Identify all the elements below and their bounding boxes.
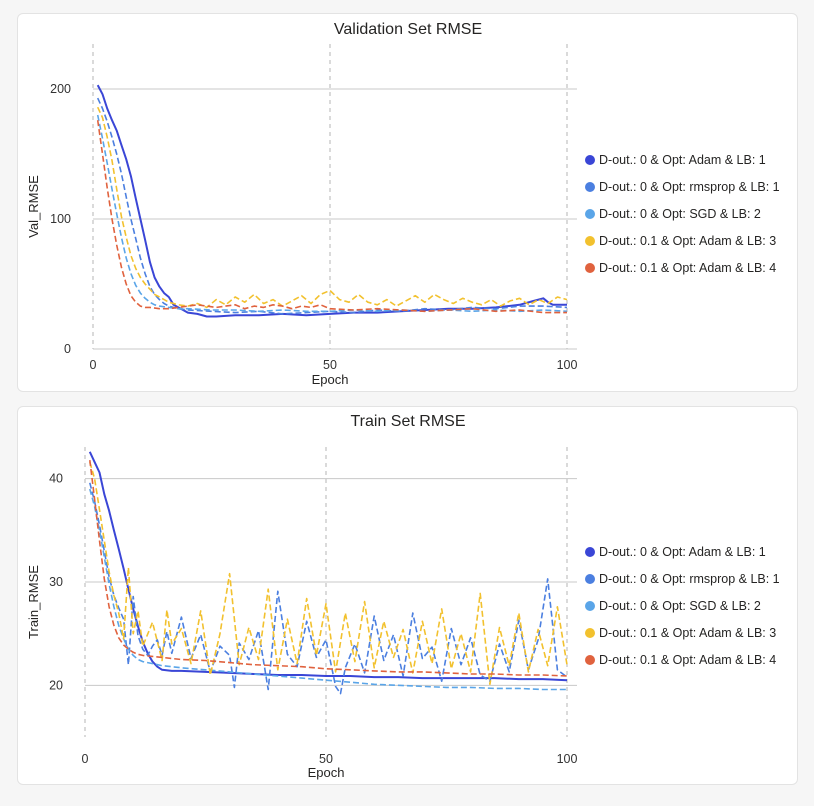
series-line-5: [96, 120, 567, 314]
legend-entry: D-out.: 0 & Opt: Adam & LB: 1: [599, 153, 766, 167]
y-tick-label: 0: [64, 342, 71, 356]
validation-rmse-chart: Validation Set RMSE 0 100 200 0 50 100 Epoch Val…: [26, 21, 780, 387]
legend-marker: [585, 155, 595, 165]
legend-entry: D-out.: 0.1 & Opt: Adam & LB: 3: [599, 234, 776, 248]
series-line-4: [89, 461, 568, 686]
legend-marker: [585, 655, 595, 665]
y-tick-label: 40: [49, 472, 63, 486]
legend-marker: [585, 574, 595, 584]
y-tick-label: 20: [49, 678, 63, 692]
train-rmse-chart: Train Set RMSE 20 30 40 0 50 100 Epoch Train_RMS…: [26, 413, 780, 780]
chart-title: Validation Set RMSE: [334, 21, 482, 38]
x-tick-label: 0: [90, 358, 97, 372]
legend-marker: [585, 236, 595, 246]
legend-entry: D-out.: 0 & Opt: rmsprop & LB: 1: [599, 180, 780, 194]
x-tick-label: 0: [82, 752, 89, 766]
legend-entry: D-out.: 0 & Opt: rmsprop & LB: 1: [599, 572, 780, 586]
x-tick-label: 100: [557, 752, 578, 766]
x-axis-label: Epoch: [312, 372, 349, 387]
y-tick-label: 100: [50, 212, 71, 226]
series-line-3: [89, 488, 567, 691]
legend-marker: [585, 182, 595, 192]
series-line-2: [89, 482, 568, 695]
series-line-2: [96, 97, 568, 315]
legend-entry: D-out.: 0 & Opt: Adam & LB: 1: [599, 545, 766, 559]
series-line-5: [89, 460, 568, 677]
legend-entry: D-out.: 0.1 & Opt: Adam & LB: 4: [599, 261, 776, 275]
train-chart-card: Train Set RMSE 20 30 40 0 50 100 Epoch Train_RMS…: [17, 406, 798, 785]
y-axis-label: Val_RMSE: [26, 175, 41, 238]
x-axis-label: Epoch: [308, 765, 345, 780]
legend-marker: [585, 209, 595, 219]
legend-marker: [585, 601, 595, 611]
legend-marker: [585, 547, 595, 557]
series-line-1: [88, 451, 568, 682]
series-line-4: [96, 106, 568, 309]
legend-entry: D-out.: 0.1 & Opt: Adam & LB: 4: [599, 653, 776, 667]
series-line-1: [96, 84, 567, 318]
x-tick-label: 50: [323, 358, 337, 372]
legend-entry: D-out.: 0 & Opt: SGD & LB: 2: [599, 207, 761, 221]
x-tick-label: 50: [319, 752, 333, 766]
x-tick-label: 100: [557, 358, 578, 372]
y-tick-label: 30: [49, 575, 63, 589]
legend-entry: D-out.: 0.1 & Opt: Adam & LB: 3: [599, 626, 776, 640]
legend-entry: D-out.: 0 & Opt: SGD & LB: 2: [599, 599, 761, 613]
legend-marker: [585, 628, 595, 638]
series-line-3: [96, 114, 568, 313]
y-axis-label: Train_RMSE: [26, 565, 41, 639]
legend-marker: [585, 263, 595, 273]
chart-title: Train Set RMSE: [351, 413, 466, 430]
validation-chart-card: Validation Set RMSE 0 100 200 0 50 100 Epoch Val…: [17, 13, 798, 392]
y-tick-label: 200: [50, 82, 71, 96]
